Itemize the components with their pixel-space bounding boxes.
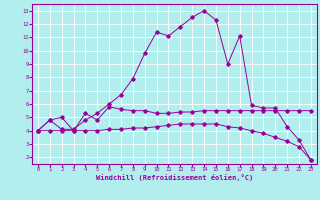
X-axis label: Windchill (Refroidissement éolien,°C): Windchill (Refroidissement éolien,°C): [96, 174, 253, 181]
